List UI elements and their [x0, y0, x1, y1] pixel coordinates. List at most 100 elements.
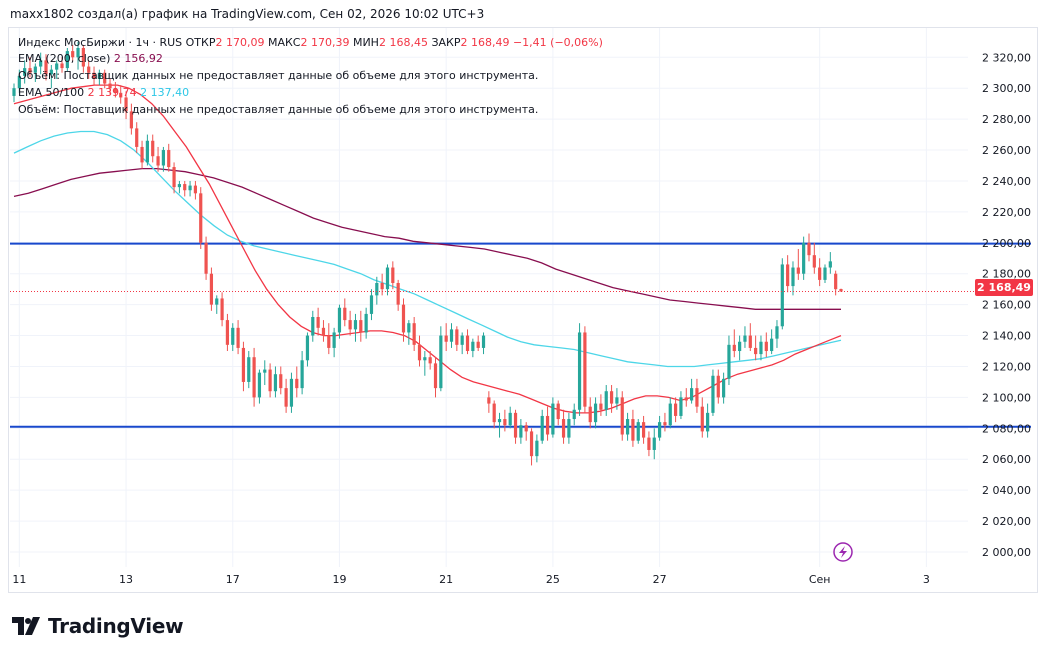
high-label: МАКС	[267, 36, 301, 49]
candle-body	[311, 317, 315, 336]
lightning-icon[interactable]	[833, 542, 853, 562]
candle-body	[289, 378, 294, 407]
candle-body	[407, 323, 411, 333]
candle-body	[284, 388, 288, 407]
candle-body	[679, 397, 683, 416]
candle-body	[391, 267, 395, 283]
candle-body	[33, 66, 37, 73]
candle-body	[177, 184, 182, 188]
candle-body	[663, 422, 667, 426]
candle-body	[268, 369, 272, 392]
candle-body	[471, 341, 475, 352]
y-tick-label: 2 060,00	[982, 453, 1031, 466]
y-tick-label: 2 260,00	[982, 144, 1031, 157]
candle-body	[540, 415, 544, 441]
candle-body	[695, 388, 699, 407]
candle-body	[775, 326, 779, 339]
candle-body	[508, 412, 512, 426]
candle-body	[129, 111, 133, 129]
candle-body	[492, 403, 496, 423]
candle-body	[524, 425, 528, 432]
candle-body	[556, 403, 560, 420]
candle-body	[828, 261, 832, 268]
candle-body	[818, 267, 822, 280]
candle-body	[487, 397, 491, 404]
ema200-legend[interactable]: EMA (200, close) 2 156,92	[18, 52, 163, 66]
candle-body	[183, 184, 187, 191]
candle-body	[673, 403, 678, 416]
candle-body	[583, 332, 587, 407]
candle-body	[743, 335, 747, 342]
volume-legend-2[interactable]: Объём: Поставщик данных не предоставляет…	[18, 103, 538, 117]
candle-body	[145, 140, 149, 163]
ema100-value: 2 137,40	[140, 86, 190, 99]
candle-body	[588, 406, 592, 423]
candle-body	[561, 419, 566, 438]
candle-body	[225, 320, 230, 345]
candle-body	[60, 63, 64, 69]
tradingview-logo-icon	[12, 617, 40, 635]
candle-body	[545, 415, 550, 435]
x-tick-label: 3	[923, 573, 930, 586]
candle-body	[455, 329, 459, 345]
chart-frame[interactable]	[8, 27, 1038, 593]
candle-body	[791, 267, 795, 287]
candle-body	[428, 357, 432, 364]
candle-body	[609, 391, 614, 404]
ema50-100-legend[interactable]: EMA 50/100 2 139,74 2 137,40	[18, 86, 189, 100]
candle-body	[460, 335, 464, 345]
candle-body	[657, 422, 662, 438]
candle-body	[332, 332, 336, 348]
candle-body	[113, 88, 117, 93]
low-label: МИН	[352, 36, 379, 49]
volume-legend[interactable]: Объём: Поставщик данных не предоставляет…	[18, 69, 538, 83]
candle-body	[439, 335, 443, 389]
ema200-line	[13, 167, 841, 310]
candle-body	[636, 422, 640, 441]
candle-body	[295, 378, 299, 389]
y-tick-label: 2 120,00	[982, 360, 1031, 373]
high-value: 2 170,39	[300, 36, 350, 49]
candle-body	[108, 83, 112, 89]
candle-body	[796, 267, 800, 274]
candle-body	[188, 185, 192, 191]
ema200-value: 2 156,92	[113, 52, 163, 65]
candle-body	[12, 88, 16, 96]
volume-note: Объём: Поставщик данных не предоставляет…	[18, 69, 539, 82]
candle-body	[215, 298, 219, 305]
candle-body	[321, 327, 326, 336]
candle-body	[497, 419, 502, 423]
price-chart[interactable]: 2 000,00 2 020,00 2 040,00 2 060,00 2 080,00…	[0, 0, 1048, 600]
ema50-value: 2 139,74	[87, 86, 137, 99]
candle-body	[786, 264, 790, 287]
candle-body	[529, 431, 534, 457]
ema50-100-label: EMA 50/100	[18, 86, 85, 99]
candle-body	[375, 282, 379, 296]
candle-body	[28, 68, 32, 73]
candle-body	[780, 264, 784, 327]
y-tick-label: 2 180,00	[982, 268, 1031, 281]
candle-body	[700, 406, 704, 432]
symbol-legend: Индекс МосБиржи · 1ч · RUS ОТКР2 170,09 …	[18, 36, 603, 50]
candle-body	[577, 332, 582, 410]
candle-body	[444, 335, 448, 342]
candle-body	[567, 419, 571, 438]
x-tick-label: 17	[226, 573, 240, 586]
candle-body	[87, 66, 91, 73]
candle-body	[55, 63, 59, 70]
open-label: ОТКР	[185, 36, 216, 49]
candle-body	[81, 48, 85, 67]
candle-body	[807, 242, 811, 256]
candle-body	[92, 72, 96, 79]
candle-body	[599, 403, 603, 410]
low-value: 2 168,45	[378, 36, 428, 49]
candle-body	[65, 51, 69, 69]
candle-body	[380, 282, 384, 290]
candle-body	[369, 295, 374, 314]
candle-body	[17, 75, 21, 89]
tradingview-logo[interactable]: TradingView	[12, 614, 184, 638]
candle-body	[401, 304, 406, 333]
candle-body	[423, 357, 427, 361]
x-tick-label: 21	[439, 573, 453, 586]
candle-body	[754, 347, 758, 355]
